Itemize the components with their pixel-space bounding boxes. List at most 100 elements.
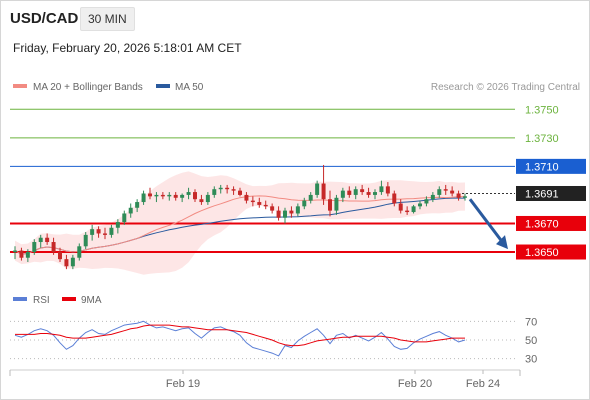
rsi-chart: 70 50 30 (10, 316, 537, 366)
candle-body (398, 203, 403, 211)
candle-body (38, 237, 43, 243)
candle-body (173, 194, 178, 198)
candle-body (205, 194, 210, 203)
candle-body (418, 203, 422, 207)
candle-body (334, 197, 339, 211)
forecast-arrow-head (496, 235, 508, 250)
candle-body (180, 194, 185, 198)
candle-body (360, 189, 365, 193)
candle-body (154, 194, 159, 197)
candle-body (270, 206, 275, 211)
timeframe-selector[interactable]: 30 MIN (80, 7, 135, 31)
candle-body (141, 193, 146, 203)
x-tick-label: Feb 24 (466, 378, 500, 390)
candle-body (225, 187, 230, 190)
candle-body (443, 189, 448, 191)
candle-body (289, 210, 294, 214)
candle-body (385, 186, 390, 194)
price-level-badge (516, 215, 586, 231)
candle-body (302, 200, 307, 207)
candle-body (212, 189, 217, 195)
candle-body (379, 186, 384, 193)
candle-body (58, 252, 62, 260)
candle-body (218, 187, 223, 190)
ma20-legend-label: MA 20 + Bollinger Bands (33, 82, 143, 93)
candle-body (109, 227, 114, 235)
candle-body (456, 193, 461, 198)
price-level-label: 1.3670 (525, 218, 559, 230)
price-chart: 1.3750 1.3730 1.3710 1.3691 1.3670 1.3650 (10, 104, 586, 275)
candle-body (45, 237, 50, 243)
price-level-label: 1.3730 (525, 133, 559, 145)
candle-body (115, 222, 120, 228)
candle-body (103, 233, 107, 235)
candle-body (283, 210, 287, 218)
bollinger-band (15, 171, 465, 275)
candle-body (96, 229, 101, 234)
price-level-badge (516, 158, 586, 174)
candle-body (250, 200, 255, 203)
candle-body (424, 199, 429, 204)
candle-body (392, 193, 397, 204)
candle-body (430, 194, 435, 200)
x-tick-label: Feb 20 (398, 378, 432, 390)
candle-body (167, 194, 172, 197)
candle-body (70, 257, 75, 267)
price-level-badge (516, 244, 586, 260)
timestamp: Friday, February 20, 2026 5:18:01 AM CET (13, 41, 242, 55)
price-level-label: 1.3710 (525, 161, 559, 173)
x-axis: Feb 19 Feb 20 Feb 24 (9, 370, 521, 390)
candle-body (450, 190, 455, 194)
x-tick-label: Feb 19 (166, 378, 200, 390)
ma20-line (14, 195, 465, 255)
candle-body (437, 189, 442, 195)
candle-body (321, 183, 326, 200)
candle-body (135, 202, 140, 208)
ma50-legend-label: MA 50 (175, 82, 204, 93)
candle-body (315, 183, 320, 195)
candle-body (347, 190, 352, 195)
rsi-tick-label: 70 (525, 316, 537, 328)
price-level-badge (516, 185, 586, 201)
candle-body (77, 246, 82, 258)
candle-body (13, 250, 17, 253)
header: USD/CAD 30 MIN (0, 0, 590, 40)
rsi-legend-label: RSI (33, 295, 50, 306)
rsi-tick-label: 30 (525, 354, 537, 366)
candle-body (199, 199, 204, 203)
candle-body (328, 199, 332, 211)
candle-body (128, 207, 133, 214)
candle-body (32, 242, 37, 253)
forecast-arrow-shaft (468, 198, 506, 246)
candle-body (405, 210, 410, 213)
candle-body (186, 192, 191, 195)
price-level-label: 1.3750 (525, 104, 559, 116)
candle-body (276, 210, 281, 218)
rsi-ma-line (15, 324, 465, 347)
rsi-line (14, 320, 466, 357)
candle-body (263, 204, 268, 207)
credit-label: Research © 2026 Trading Central (431, 82, 580, 93)
candle-body (308, 194, 313, 201)
candle-body (244, 194, 249, 201)
candle-body (193, 192, 197, 200)
candle-body (51, 242, 56, 253)
price-level-label: 1.3650 (525, 247, 559, 259)
candle-body (257, 202, 262, 205)
currency-pair-title: USD/CAD (10, 10, 79, 27)
rsi-tick-label: 50 (525, 335, 537, 347)
candle-body (411, 206, 416, 213)
candle-body (148, 193, 152, 197)
price-level-label: 1.3691 (525, 188, 559, 200)
candle-body (122, 213, 127, 223)
candle-body (160, 194, 165, 197)
candle-body (373, 192, 377, 195)
candle-body (90, 229, 95, 235)
candle-body (64, 259, 69, 267)
candle-body (340, 190, 345, 198)
candle-body (231, 189, 236, 191)
candle-body (19, 250, 24, 258)
rsi-ma-legend-label: 9MA (81, 295, 102, 306)
candle-body (463, 196, 467, 198)
